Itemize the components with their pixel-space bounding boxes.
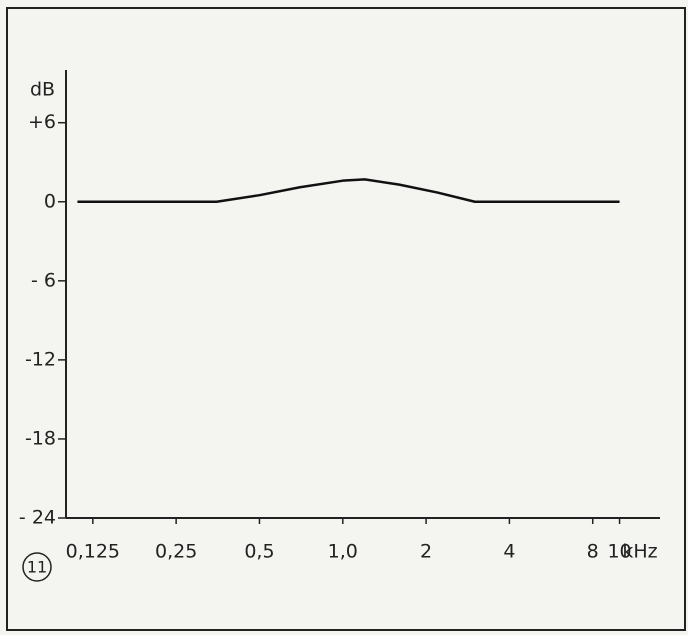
y-tick-label: -18	[25, 427, 56, 449]
y-tick-label: +6	[28, 111, 56, 133]
y-tick-label: 0	[44, 190, 56, 212]
x-tick-label: 0,125	[66, 541, 120, 563]
x-tick-label: 0,25	[155, 541, 197, 563]
response-curve	[77, 178, 620, 204]
y-axis-label: dB	[30, 79, 55, 101]
frame	[6, 7, 686, 631]
x-tick-label: 2	[420, 541, 432, 563]
y-tick-label: - 24	[19, 507, 56, 529]
x-axis-label: kHz	[622, 541, 657, 563]
x-tick-label: 4	[503, 541, 515, 563]
x-tick-label: 1,0	[328, 541, 358, 563]
y-tick-label: -12	[25, 348, 56, 370]
figure-number: 11	[27, 558, 47, 577]
figure-number-circle	[22, 552, 52, 582]
x-tick-label: 8	[587, 541, 599, 563]
x-tick-label: 0,5	[244, 541, 274, 563]
x-tick-label: 10	[607, 541, 631, 563]
y-tick-label: - 6	[31, 269, 56, 291]
